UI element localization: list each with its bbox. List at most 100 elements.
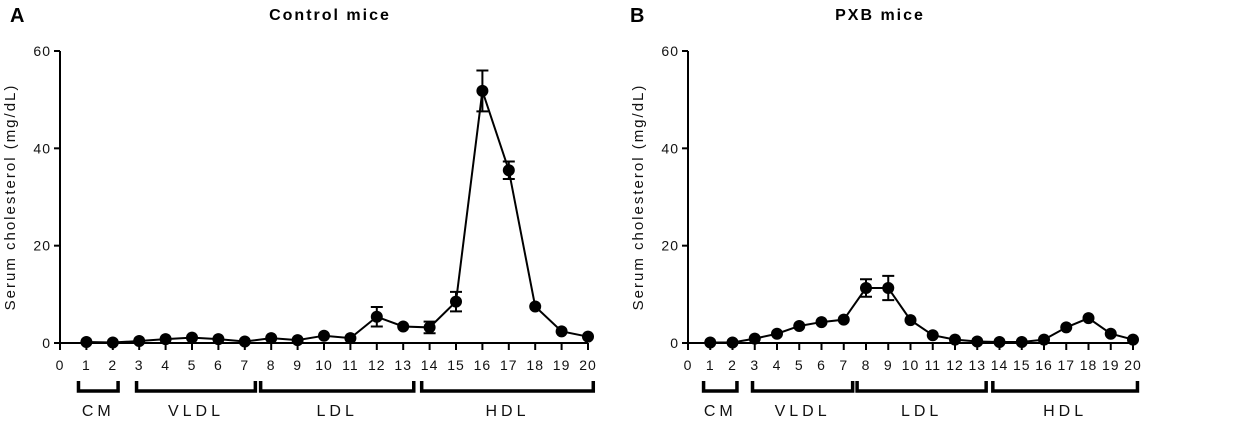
data-point <box>80 336 93 349</box>
x-tick-label: 2 <box>728 357 737 373</box>
y-tick-label: 40 <box>33 140 51 156</box>
x-tick-label: 14 <box>991 357 1009 373</box>
y-tick-label: 0 <box>670 335 679 351</box>
data-point <box>771 327 783 340</box>
x-tick-label: 13 <box>968 357 986 373</box>
y-tick-label: 20 <box>33 238 51 254</box>
x-tick-label: 18 <box>1080 357 1098 373</box>
x-tick-label: 10 <box>902 357 920 373</box>
group-label: VLDL <box>168 403 224 420</box>
x-tick-label: 6 <box>817 357 826 373</box>
x-tick-label: 1 <box>706 357 715 373</box>
x-tick-label: 15 <box>447 357 465 373</box>
y-tick-label: 60 <box>661 43 679 59</box>
data-point <box>502 164 515 177</box>
group-bracket <box>419 381 596 393</box>
data-point <box>904 314 917 327</box>
group-label: CM <box>82 403 115 420</box>
x-tick-label: 4 <box>773 357 782 373</box>
group-bracket <box>258 381 416 393</box>
data-point <box>476 84 489 97</box>
x-tick-label: 17 <box>500 357 518 373</box>
x-tick-label: 7 <box>240 357 249 373</box>
y-tick-label: 40 <box>661 140 679 156</box>
group-bracket <box>750 381 855 393</box>
series-line <box>86 90 589 344</box>
x-tick-label: 18 <box>526 357 544 373</box>
data-point <box>159 333 172 346</box>
data-point <box>582 330 594 343</box>
group-bracket <box>134 381 258 393</box>
data-point <box>1104 327 1117 340</box>
data-point <box>265 332 278 345</box>
x-tick-label: 5 <box>795 357 804 373</box>
data-point <box>370 310 383 323</box>
x-tick-label: 7 <box>839 357 848 373</box>
x-tick-label: 0 <box>56 357 65 373</box>
data-point <box>133 335 146 348</box>
data-point <box>926 329 939 342</box>
group-label: HDL <box>1043 403 1087 420</box>
x-tick-label: 14 <box>421 357 439 373</box>
group-label: LDL <box>317 403 358 420</box>
chart-title: Control mice <box>269 7 391 24</box>
x-tick-label: 9 <box>293 357 302 373</box>
data-point <box>704 336 717 349</box>
data-point <box>993 336 1006 349</box>
data-point <box>450 295 462 308</box>
data-point <box>318 329 330 342</box>
y-tick-label: 0 <box>42 335 51 351</box>
x-tick-label: 13 <box>394 357 412 373</box>
data-point <box>212 333 225 346</box>
data-point <box>529 300 542 313</box>
x-tick-label: 0 <box>684 357 693 373</box>
x-tick-label: 1 <box>82 357 91 373</box>
x-tick-label: 8 <box>267 357 276 373</box>
panel-A: A Control mice Serum cholesterol (mg/dL) 0 2… <box>2 5 597 420</box>
data-point <box>186 331 198 344</box>
group-label: LDL <box>901 403 942 420</box>
x-tick-label: 17 <box>1057 357 1075 373</box>
data-point <box>238 335 251 348</box>
data-point <box>971 335 984 348</box>
x-tick-label: 16 <box>474 357 492 373</box>
data-point <box>291 334 304 347</box>
x-tick-label: 19 <box>1102 357 1120 373</box>
data-point <box>1060 321 1073 334</box>
group-bracket <box>855 381 988 393</box>
x-tick-label: 12 <box>368 357 386 373</box>
data-point <box>837 313 850 326</box>
x-tick-label: 5 <box>188 357 197 373</box>
group-label: HDL <box>485 403 529 420</box>
data-point <box>949 333 961 346</box>
y-axis-label: Serum cholesterol (mg/dL) <box>2 84 19 311</box>
x-tick-label: 8 <box>862 357 871 373</box>
x-tick-label: 3 <box>750 357 759 373</box>
y-axis-label: Serum cholesterol (mg/dL) <box>630 84 647 311</box>
x-tick-label: 10 <box>315 357 333 373</box>
x-tick-label: 12 <box>946 357 964 373</box>
x-tick-label: 11 <box>924 357 941 373</box>
data-point <box>1082 312 1095 325</box>
y-tick-label: 60 <box>33 43 51 59</box>
chart-title: PXB mice <box>835 7 925 24</box>
data-point <box>344 332 357 345</box>
data-point <box>106 336 119 349</box>
group-label: CM <box>704 403 737 420</box>
y-tick-label: 20 <box>661 238 679 254</box>
x-tick-label: 9 <box>884 357 893 373</box>
group-bracket <box>991 381 1140 393</box>
data-point <box>726 336 739 349</box>
data-point <box>555 325 568 338</box>
data-point <box>1038 333 1050 346</box>
x-tick-label: 20 <box>579 357 597 373</box>
data-point <box>748 332 761 345</box>
x-tick-label: 11 <box>342 357 359 373</box>
data-point <box>793 319 806 332</box>
data-point <box>815 316 828 329</box>
x-tick-label: 6 <box>214 357 223 373</box>
x-tick-label: 19 <box>553 357 571 373</box>
panel-letter: B <box>630 5 644 27</box>
x-tick-label: 4 <box>161 357 170 373</box>
